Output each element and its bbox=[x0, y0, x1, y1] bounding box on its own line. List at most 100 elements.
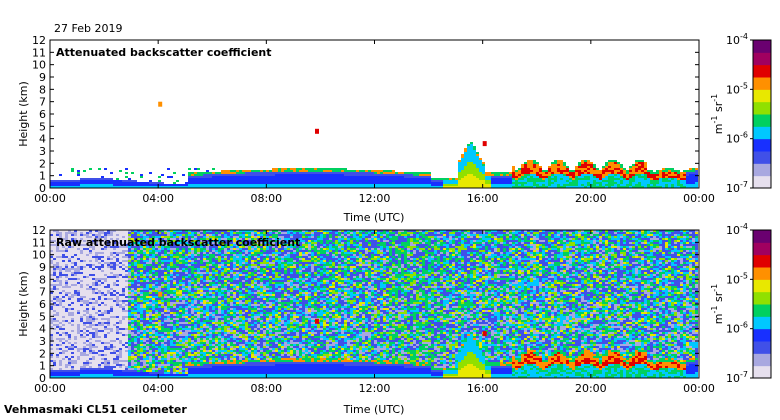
heatmap-cell bbox=[575, 174, 578, 176]
heatmap-cell bbox=[422, 176, 425, 178]
heatmap-cell bbox=[161, 350, 164, 352]
heatmap-cell bbox=[464, 162, 467, 164]
heatmap-cell bbox=[107, 370, 110, 372]
heatmap-cell bbox=[101, 372, 104, 374]
heatmap-cell bbox=[50, 236, 53, 238]
heatmap-cell bbox=[488, 172, 491, 174]
y-tick-label: 2 bbox=[39, 157, 46, 170]
heatmap-cell bbox=[596, 176, 599, 178]
heatmap-cell bbox=[473, 182, 476, 184]
heatmap-cell bbox=[206, 172, 209, 174]
heatmap-cell bbox=[134, 294, 137, 296]
heatmap-cell bbox=[344, 184, 347, 186]
heatmap-cell bbox=[71, 186, 74, 188]
heatmap-cell bbox=[353, 180, 356, 182]
heatmap-cell bbox=[392, 172, 395, 174]
heatmap-cell bbox=[107, 240, 110, 242]
heatmap-cell bbox=[557, 182, 560, 184]
heatmap-cell bbox=[56, 336, 59, 338]
heatmap-cell bbox=[149, 376, 152, 378]
heatmap-cell bbox=[161, 370, 164, 372]
heatmap-cell bbox=[350, 170, 353, 172]
heatmap-cell bbox=[158, 272, 161, 274]
heatmap-cell bbox=[332, 178, 335, 180]
heatmap-cell bbox=[329, 182, 332, 184]
heatmap-cell bbox=[152, 332, 155, 334]
heatmap-cell bbox=[80, 270, 83, 272]
heatmap-cell bbox=[77, 250, 80, 252]
heatmap-cell bbox=[146, 182, 149, 184]
heatmap-cell bbox=[104, 184, 107, 186]
heatmap-cell bbox=[170, 366, 173, 368]
heatmap-cell bbox=[53, 294, 56, 296]
heatmap-cell bbox=[116, 376, 119, 378]
heatmap-cell bbox=[593, 168, 596, 170]
heatmap-cell bbox=[92, 336, 95, 338]
heatmap-cell bbox=[461, 168, 464, 170]
heatmap-cell bbox=[191, 184, 194, 186]
heatmap-cell bbox=[620, 168, 623, 170]
colorbar-tick-label: 10-4 bbox=[726, 32, 748, 47]
heatmap-cell bbox=[257, 172, 260, 174]
heatmap-cell bbox=[101, 250, 104, 252]
instrument-footer: Vehmasmaki CL51 ceilometer bbox=[4, 403, 187, 416]
heatmap-cell bbox=[68, 284, 71, 286]
heatmap-cell bbox=[245, 172, 248, 174]
heatmap-cell bbox=[167, 298, 170, 300]
heatmap-cell bbox=[107, 368, 110, 370]
heatmap-cell bbox=[113, 338, 116, 340]
heatmap-cell bbox=[590, 172, 593, 174]
heatmap-cell bbox=[89, 376, 92, 378]
heatmap-cell bbox=[494, 176, 497, 178]
heatmap-cell bbox=[116, 368, 119, 370]
heatmap-cell bbox=[128, 238, 131, 240]
heatmap-cell bbox=[125, 310, 128, 312]
heatmap-cell bbox=[110, 254, 113, 256]
heatmap-cell bbox=[68, 276, 71, 278]
heatmap-cell bbox=[473, 156, 476, 158]
heatmap-cell bbox=[164, 246, 167, 248]
heatmap-cell bbox=[125, 276, 128, 278]
heatmap-cell bbox=[536, 178, 539, 180]
heatmap-cell bbox=[62, 376, 65, 378]
heatmap-cell bbox=[107, 230, 110, 232]
heatmap-cell bbox=[221, 174, 224, 176]
heatmap-cell bbox=[59, 336, 62, 338]
heatmap-cell bbox=[167, 310, 170, 312]
colorbar-segment bbox=[753, 89, 771, 103]
heatmap-cell bbox=[128, 336, 131, 338]
heatmap-cell bbox=[158, 232, 161, 234]
heatmap-cell bbox=[122, 278, 125, 280]
heatmap-cell bbox=[650, 180, 653, 182]
heatmap-cell bbox=[545, 174, 548, 176]
heatmap-cell bbox=[359, 180, 362, 182]
heatmap-cell bbox=[113, 308, 116, 310]
heatmap-cell bbox=[68, 364, 71, 366]
heatmap-cell bbox=[485, 180, 488, 182]
heatmap-cell bbox=[401, 174, 404, 176]
heatmap-cell bbox=[428, 180, 431, 182]
heatmap-cell bbox=[575, 172, 578, 174]
heatmap-cell bbox=[152, 248, 155, 250]
heatmap-cell bbox=[104, 270, 107, 272]
colorbar-segment bbox=[753, 77, 771, 90]
heatmap-cell bbox=[74, 336, 77, 338]
heatmap-cell bbox=[338, 176, 341, 178]
heatmap-cell bbox=[143, 276, 146, 278]
heatmap-cell bbox=[80, 278, 83, 280]
heatmap-cell bbox=[164, 244, 167, 246]
heatmap-cell bbox=[56, 372, 59, 374]
heatmap-cell bbox=[161, 264, 164, 266]
heatmap-cell bbox=[101, 348, 104, 350]
heatmap-cell bbox=[104, 342, 107, 344]
heatmap-cell bbox=[479, 168, 482, 170]
heatmap-cell bbox=[68, 258, 71, 260]
heatmap-cell bbox=[155, 314, 158, 316]
heatmap-cell bbox=[221, 182, 224, 184]
heatmap-cell bbox=[362, 170, 365, 172]
heatmap-cell bbox=[593, 178, 596, 180]
heatmap-cell bbox=[125, 290, 128, 292]
heatmap-cell bbox=[167, 344, 170, 346]
heatmap-cell bbox=[59, 314, 62, 316]
heatmap-cell bbox=[146, 300, 149, 302]
